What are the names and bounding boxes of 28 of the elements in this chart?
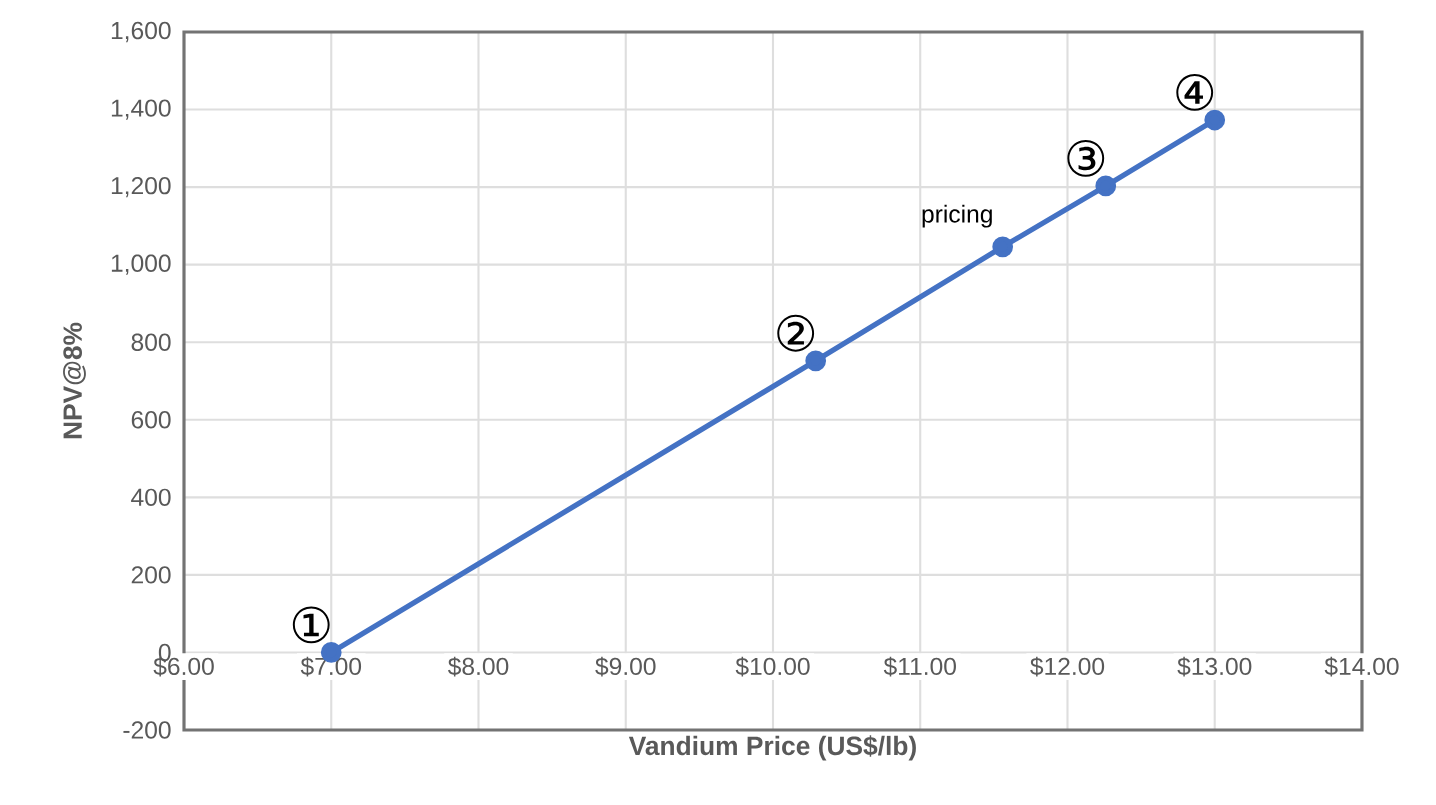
point [1095, 175, 1117, 197]
y-tick-label: 400 [131, 488, 171, 507]
x-tick-label: $10.00 [735, 656, 810, 677]
y-axis-title: NPV@8% [63, 322, 86, 439]
y-tick-label: 1,400 [111, 99, 171, 120]
annotation: ④ [1176, 74, 1214, 111]
y-tick-label: -200 [123, 721, 171, 739]
x-axis-title: Vandium Price (US$/lb) [628, 735, 916, 761]
x-tick-label: $14.00 [1324, 656, 1399, 677]
annotation: ② [777, 314, 815, 352]
x-tick-label: $13.00 [1177, 656, 1252, 677]
y-tick-label: 1,200 [111, 176, 171, 198]
x-tick-label: $12.00 [1030, 656, 1105, 677]
annotation: pricing [922, 204, 992, 228]
x-tick-label: $7.00 [300, 656, 362, 677]
point [992, 236, 1014, 258]
x-tick-label: $8.00 [447, 656, 509, 677]
y-tick-label: 1,600 [111, 21, 171, 43]
y-tick-label: 200 [131, 566, 171, 584]
y-tick-label: 600 [131, 411, 171, 429]
x-tick-label: $11.00 [883, 656, 956, 677]
point [805, 350, 827, 372]
y-tick-label: 800 [131, 333, 171, 351]
x-tick-label: $9.00 [595, 656, 656, 677]
point [1204, 109, 1226, 131]
y-tick-label: 1,000 [111, 254, 171, 275]
annotation: ③ [1067, 139, 1105, 177]
annotation: ① [292, 606, 330, 644]
